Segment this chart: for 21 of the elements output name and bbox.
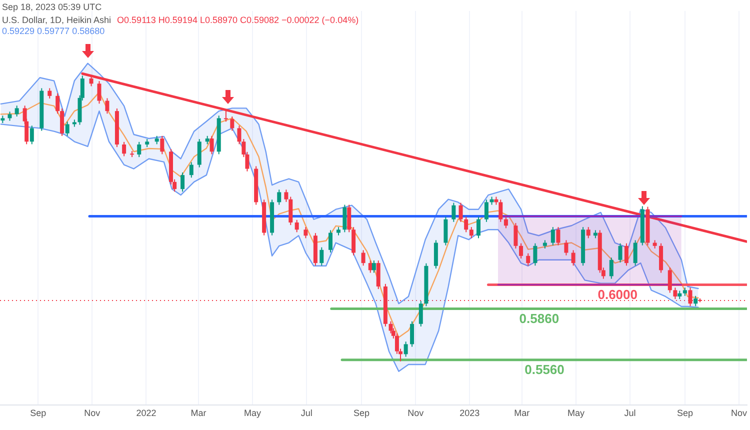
chart-title: U.S. Dollar, 1D, Heikin Ashi [2, 15, 112, 25]
x-tick-label: May [567, 408, 585, 418]
x-tick-label: Mar [514, 408, 530, 418]
text: 0.59229 0.59777 0.58680 [2, 26, 105, 36]
x-tick-label: Jul [300, 408, 312, 418]
x-tick-label: 2022 [136, 408, 156, 418]
x-tick-label: May [244, 408, 262, 418]
text: O0.59113 H0.59194 L0.58970 C0.59082 −0.00022 (−0.04%) [117, 15, 359, 25]
series-label: 0.5860 [519, 310, 560, 326]
series-label: 0.6000 [598, 286, 638, 302]
x-tick-label: Nov [730, 408, 748, 418]
x-tick-label: Mar [190, 408, 206, 418]
x-tick-label: Sep [354, 408, 370, 418]
x-tick-label: Nov [408, 408, 424, 418]
x-tick-label: Sep [30, 408, 46, 418]
x-tick-label: Sep [676, 408, 693, 418]
x-tick-label: Jul [624, 408, 636, 418]
x-tick-label: Nov [84, 408, 101, 418]
series-label: 0.5560 [524, 362, 564, 377]
text: Sep 18, 2023 05:39 UTC [2, 2, 102, 12]
x-tick-label: 2023 [460, 408, 480, 418]
